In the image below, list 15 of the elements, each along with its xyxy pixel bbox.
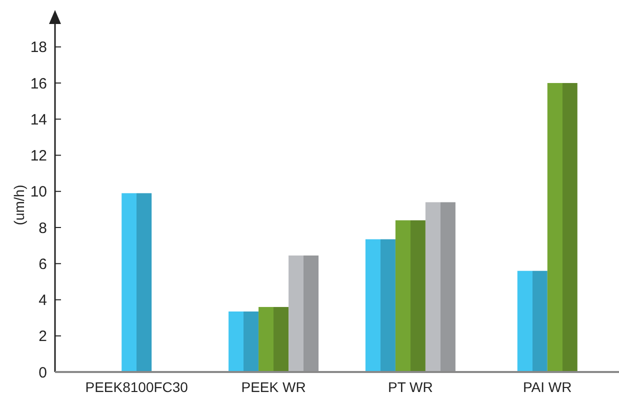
y-tick-label: 14 [30, 111, 47, 128]
y-tick-label: 4 [38, 292, 47, 310]
y-tick-label: 2 [38, 328, 47, 346]
x-tick-label: PAI WR [523, 379, 572, 395]
y-tick-label: 6 [38, 256, 47, 273]
y-axis-title: (um/h) [11, 184, 27, 226]
y-tick-label: 12 [30, 148, 47, 165]
y-tick-label: 0 [38, 364, 47, 382]
y-tick-label: 18 [30, 39, 47, 56]
x-tick-label: PEEK8100FC30 [85, 379, 188, 395]
y-tick-label: 10 [30, 184, 47, 201]
x-tick-label: PEEK WR [241, 379, 306, 395]
x-tick-label: PT WR [388, 379, 433, 395]
y-tick-label: 8 [38, 220, 47, 237]
y-tick-label: 16 [30, 75, 47, 92]
